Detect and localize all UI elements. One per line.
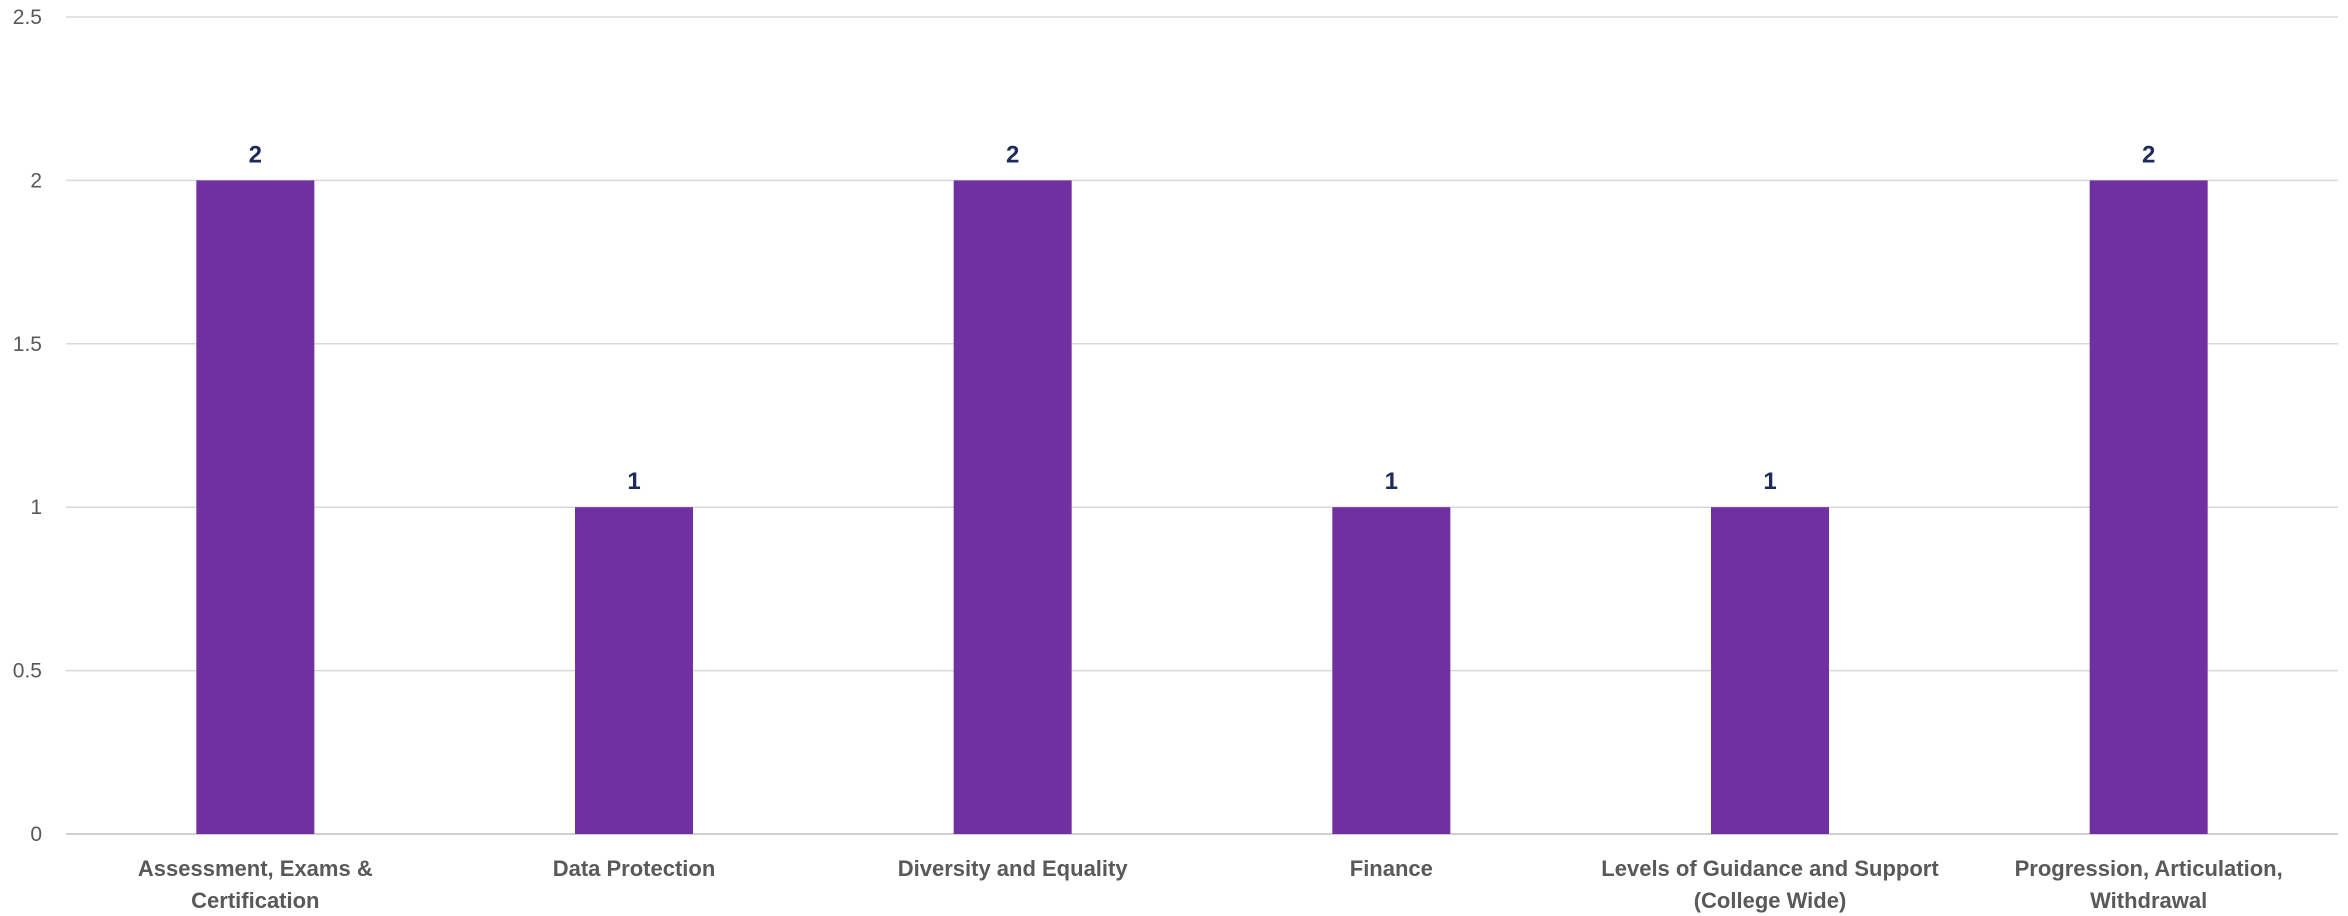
y-tick-label: 2.5 <box>13 6 42 29</box>
data-labels: 2 1 2 1 1 2 <box>249 141 2156 495</box>
y-tick-label: 0.5 <box>13 660 42 683</box>
x-tick-label: Finance <box>1350 856 1433 881</box>
data-label: 2 <box>2142 141 2155 168</box>
bar <box>953 180 1072 834</box>
data-label: 2 <box>249 141 262 168</box>
gridlines <box>66 16 2338 835</box>
y-tick-label: 2 <box>30 169 42 192</box>
data-label: 2 <box>1006 141 1019 168</box>
x-tick-label: Progression, Articulation, Withdrawal <box>2015 856 2283 913</box>
y-tick-label: 0 <box>30 823 42 846</box>
bar <box>575 507 693 834</box>
y-axis-ticks: 0 0.5 1 1.5 2 2.5 <box>13 6 42 846</box>
x-tick-label: Levels of Guidance and Support (College W… <box>1601 856 1939 913</box>
bar <box>1711 507 1829 834</box>
x-axis-ticks: Assessment, Exams & Certification Data Pro… <box>138 856 2283 913</box>
y-tick-label: 1.5 <box>13 333 42 356</box>
bar <box>1332 507 1451 834</box>
data-label: 1 <box>627 468 640 495</box>
data-label: 1 <box>1385 468 1398 495</box>
x-tick-label: Data Protection <box>553 856 716 881</box>
bar <box>196 180 315 834</box>
x-tick-label: Assessment, Exams & Certification <box>138 856 373 913</box>
x-tick-label: Diversity and Equality <box>898 856 1129 881</box>
bar <box>2089 180 2208 834</box>
y-tick-label: 1 <box>30 496 42 519</box>
data-label: 1 <box>1763 468 1776 495</box>
bars <box>196 180 2208 834</box>
